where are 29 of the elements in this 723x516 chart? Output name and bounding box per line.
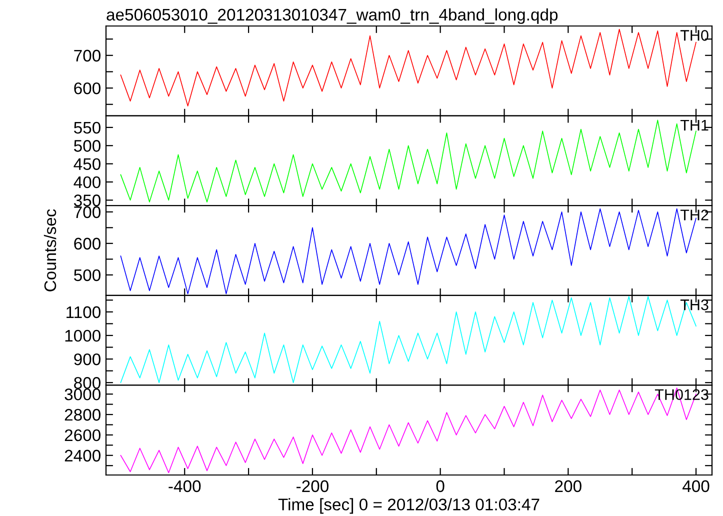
y-axis-title: Counts/sec — [44, 209, 56, 292]
x-tick-label: 200 — [555, 480, 582, 492]
y-tick-label: 550 — [74, 122, 100, 134]
x-tick-label: 0 — [436, 480, 444, 492]
y-tick-label: 800 — [74, 377, 100, 389]
y-tick-label: 1000 — [65, 330, 100, 342]
y-tick-label: 2600 — [64, 429, 100, 442]
x-tick-label: -400 — [168, 480, 201, 492]
x-axis-title: Time [sec] 0 = 2012/03/13 01:03:47 — [278, 498, 540, 514]
y-tick-label: 600 — [74, 238, 100, 250]
y-tick-label: 400 — [74, 176, 100, 188]
chart-title: ae506053010_20120313010347_wam0_trn_4band_long.qdp — [106, 8, 558, 24]
y-tick-label: 2800 — [64, 408, 100, 421]
y-tick-label: 3000 — [64, 388, 100, 400]
series-label: TH1 — [680, 120, 708, 130]
y-tick-label: 500 — [74, 269, 100, 282]
y-tick-label: 2400 — [64, 450, 100, 462]
series-label: TH2 — [680, 210, 708, 220]
y-tick-label: 700 — [74, 50, 100, 62]
y-tick-label: 500 — [74, 140, 100, 152]
y-tick-label: 600 — [74, 82, 100, 94]
y-tick-label: 1100 — [66, 306, 100, 318]
y-tick-label: 450 — [74, 158, 100, 170]
series-label: TH0 — [680, 30, 708, 41]
x-tick-label: -200 — [296, 480, 329, 492]
y-tick-label: 900 — [74, 353, 100, 366]
y-tick-label: 350 — [74, 194, 100, 206]
y-tick-label: 700 — [74, 206, 100, 218]
x-tick-label: 400 — [682, 480, 710, 492]
